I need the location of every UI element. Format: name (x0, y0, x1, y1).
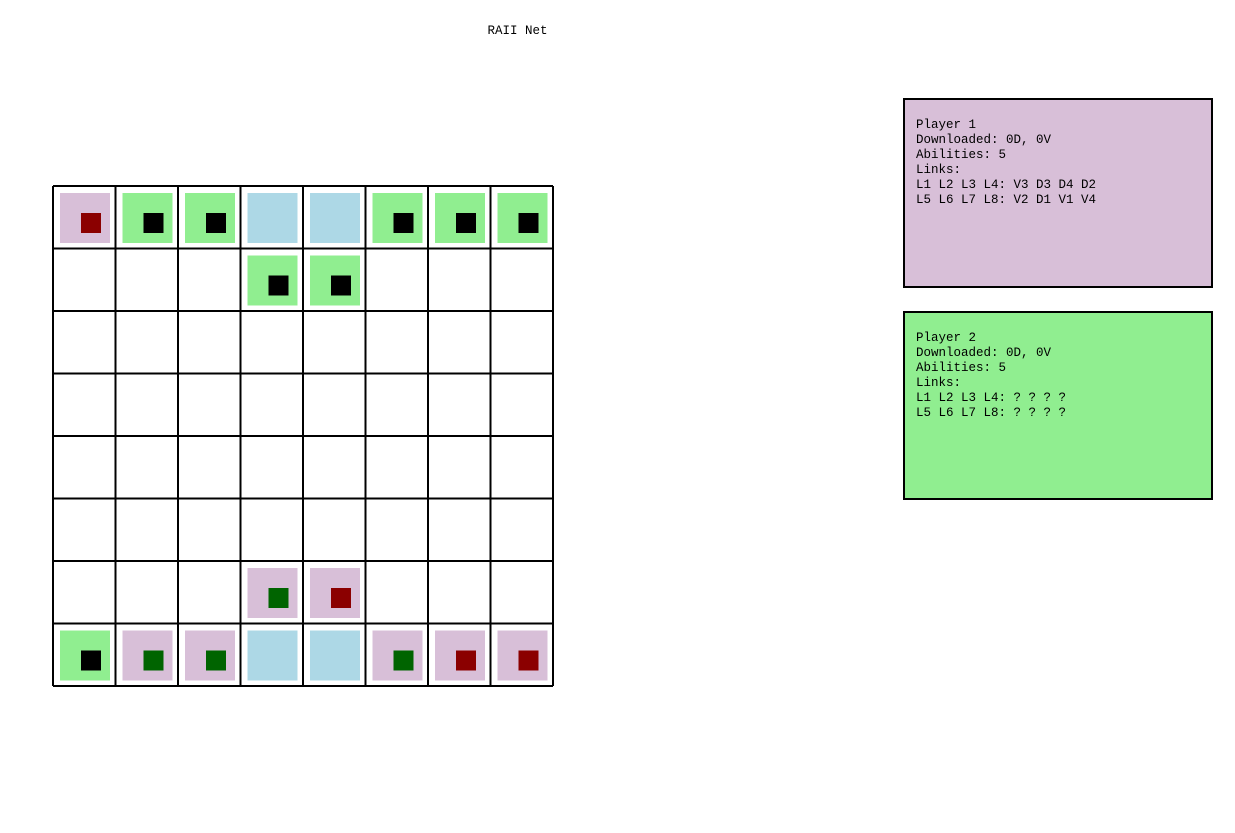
piece-marker (331, 588, 351, 608)
panel-line: L5 L6 L7 L8: ? ? ? ? (916, 406, 1067, 420)
piece-marker (268, 275, 289, 296)
cell-tile (247, 630, 298, 681)
panel-line: Abilities: 5 (916, 361, 1007, 375)
cell-tile (310, 193, 360, 243)
panel-line: L5 L6 L7 L8: V2 D1 V1 V4 (916, 193, 1097, 207)
panel-line: Downloaded: 0D, 0V (916, 346, 1052, 360)
board (52, 185, 554, 687)
panel-line: Player 2 (916, 331, 977, 345)
piece-marker (206, 650, 226, 671)
panel-line: Player 1 (916, 118, 977, 132)
piece-marker (331, 275, 351, 296)
piece-marker (81, 213, 101, 233)
cell-tile (310, 630, 360, 681)
piece-marker (143, 650, 164, 671)
piece-marker (268, 588, 289, 608)
player-panel: Player 2 Downloaded: 0D, 0V Abilities: 5 Li… (903, 311, 1213, 500)
window-title: RAII Net (487, 24, 548, 38)
piece-marker (518, 213, 539, 233)
piece-marker (518, 650, 539, 671)
cell-tile (247, 193, 298, 243)
piece-marker (143, 213, 164, 233)
panel-line: Downloaded: 0D, 0V (916, 133, 1052, 147)
piece-marker (456, 213, 476, 233)
piece-marker (393, 650, 414, 671)
panel-line: Abilities: 5 (916, 148, 1007, 162)
piece-marker (393, 213, 414, 233)
panel-line: L1 L2 L3 L4: V3 D3 D4 D2 (916, 178, 1097, 192)
panel-line: L1 L2 L3 L4: ? ? ? ? (916, 391, 1067, 405)
player-panel: Player 1 Downloaded: 0D, 0V Abilities: 5 Li… (903, 98, 1213, 288)
piece-marker (206, 213, 226, 233)
panel-line: Links: (916, 376, 962, 390)
piece-marker (81, 650, 101, 671)
panel-line: Links: (916, 163, 962, 177)
piece-marker (456, 650, 476, 671)
